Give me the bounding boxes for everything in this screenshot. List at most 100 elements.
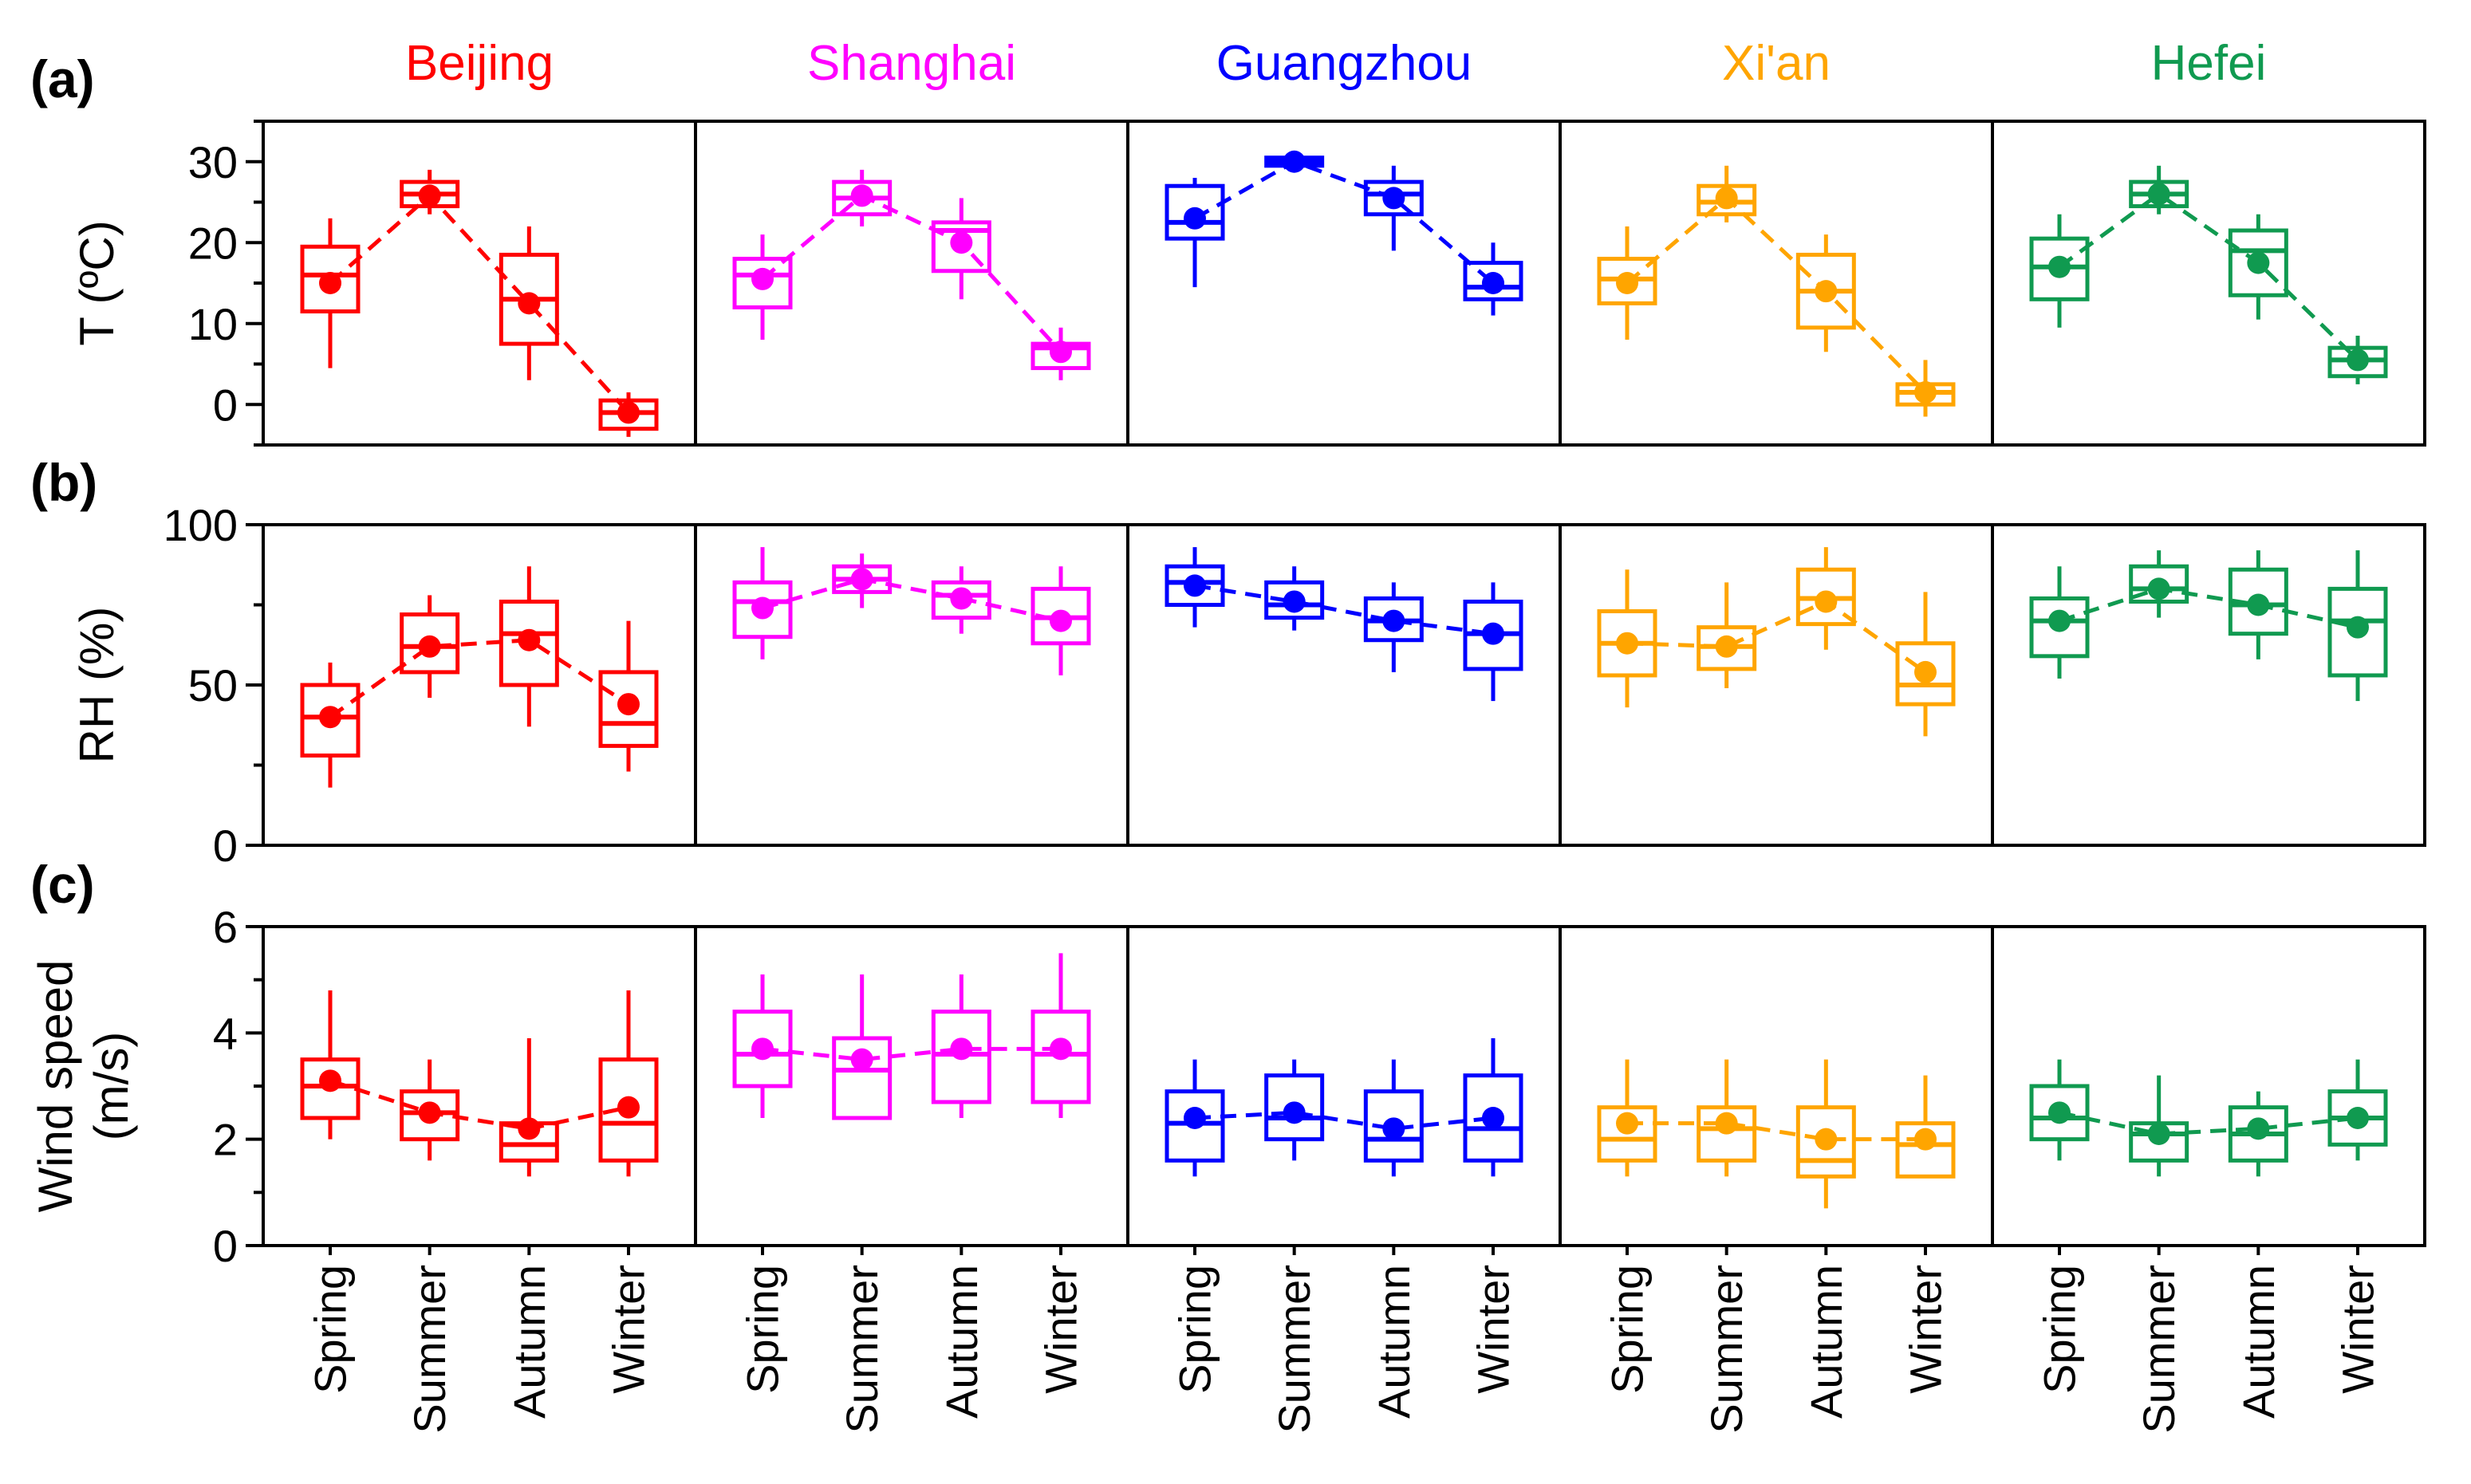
iqr-box [2029,1084,2090,1142]
panel-frame [262,523,2426,847]
panel-t: (a) T (ºC) 0 10 20 30 [30,49,2426,447]
y-axis-title-line: Wind speed [29,960,82,1213]
mean-point-summer [1283,150,1306,173]
mean-line-beijing [329,638,630,719]
panel-ws: (c) Wind speed(m/s) 0 2 4 6 [29,855,2426,1271]
mean-point-summer [1715,187,1738,210]
mean-line-guangzhou [1194,583,1494,636]
mean-point-spring [1184,574,1207,597]
y-tick-label: 6 [213,902,238,952]
y-tick-label: 10 [188,299,238,349]
x-tick-label-spring: Spring [305,1265,356,1394]
x-tick-label-autumn: Autumn [936,1265,987,1419]
mean-point-autumn [1382,1117,1405,1140]
city-title-beijing: Beijing [405,36,554,91]
mean-point-winter [1049,340,1072,364]
city-group-xi-an [1597,1059,1956,1209]
iqr-box [1363,1089,1424,1163]
mean-point-winter [1049,1037,1072,1061]
iqr-box [931,580,991,620]
box-xi-an-autumn [1795,1059,1856,1209]
iqr-box [1697,1105,1757,1163]
mean-point-spring [1616,272,1639,294]
iqr-box [598,1057,659,1163]
mean-point-spring [1616,1112,1639,1135]
city-group-hefei [2029,1059,2388,1177]
mean-point-spring [1184,207,1207,230]
mean-line-beijing [329,1078,629,1131]
mean-point-spring [1616,632,1639,655]
y-tick-label: 0 [213,821,238,871]
city-group-xi-an [1597,165,1956,417]
mean-point-autumn [950,1037,973,1061]
box-beijing-spring [300,990,361,1140]
x-tick-label-summer: Summer [1269,1265,1319,1434]
iqr-box [1031,1010,1091,1104]
iqr-box [1363,179,1424,217]
city-group-beijing [300,566,659,788]
x-tick-label-spring: Spring [738,1265,788,1394]
x-tick-label-summer: Summer [1701,1265,1752,1434]
mean-point-autumn [518,292,541,315]
iqr-box [2029,596,2090,659]
mean-point-winter [617,401,640,424]
mean-point-summer [1715,635,1738,658]
city-group-guangzhou [1165,1038,1523,1177]
mean-point-autumn [1382,187,1405,210]
iqr-box [1463,261,1523,301]
x-tick-label-autumn: Autumn [504,1265,554,1419]
mean-point-spring [751,267,774,290]
mean-point-summer [2147,183,2170,206]
mean-line-guangzhou [1193,159,1495,285]
iqr-box [2129,564,2189,604]
mean-point-winter [617,1096,640,1119]
panel-frame [262,925,2426,1247]
mean-line-hefei [2058,191,2359,362]
y-tick-label: 20 [188,218,238,268]
mean-point-winter [1913,1128,1937,1151]
mean-line-xi-an [1626,599,1927,674]
iqr-box [732,1010,793,1088]
mean-point-spring [751,596,774,620]
iqr-box [2228,567,2288,636]
x-tick-label-spring: Spring [1602,1265,1653,1394]
mean-point-summer [850,184,873,207]
box-beijing-winter [598,990,659,1177]
box-guangzhou-spring [1165,178,1225,288]
x-tick-label-autumn: Autumn [2233,1265,2284,1419]
iqr-box [2327,586,2388,678]
mean-point-summer [850,568,873,591]
panel-label: (c) [30,855,95,914]
y-tick-label: 50 [188,660,238,711]
iqr-box [1597,1105,1657,1163]
panel-label: (a) [30,49,95,108]
mean-point-spring [2048,255,2071,278]
city-group-beijing [300,169,659,437]
city-group-shanghai [732,169,1091,380]
iqr-box [1795,1105,1856,1179]
iqr-box [1895,641,1956,707]
mean-line-xi-an [1627,1121,1925,1142]
x-tick-label-winter: Winter [1900,1265,1950,1394]
mean-line-hefei [2059,1110,2359,1136]
city-title-hefei: Hefei [2151,36,2267,91]
mean-line-shanghai [762,1046,1061,1062]
mean-point-summer [1283,1101,1306,1124]
y-axis-title: T (ºC) [70,220,124,345]
panel-rh: (b) RH (%) 0 50 100 [30,453,2426,871]
mean-point-summer [850,1048,873,1071]
box-shanghai-winter [1031,953,1091,1118]
mean-point-winter [1481,1107,1504,1129]
x-tick-label-autumn: Autumn [1369,1265,1419,1419]
box-hefei-spring [2029,566,2090,679]
iqr-box [1264,1073,1325,1142]
mean-point-spring [751,1037,774,1061]
iqr-box [931,220,991,274]
mean-point-summer [2147,577,2170,600]
mean-line-shanghai [762,577,1062,624]
mean-point-autumn [950,231,973,254]
mean-point-spring [1184,1107,1207,1129]
mean-point-winter [1913,660,1937,683]
iqr-box [1165,1089,1225,1163]
city-title-guangzhou: Guangzhou [1216,36,1472,91]
